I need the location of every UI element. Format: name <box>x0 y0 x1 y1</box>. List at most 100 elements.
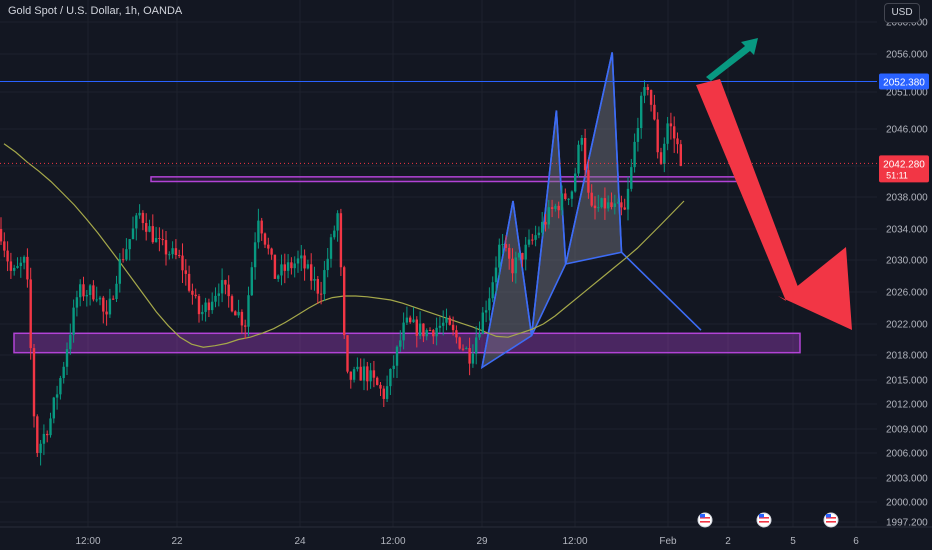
candle-body <box>458 337 461 349</box>
candle-body <box>494 267 498 283</box>
candle-body <box>570 191 574 199</box>
candle-body <box>273 254 277 279</box>
candle-body <box>369 370 372 382</box>
pattern-outline <box>481 52 702 368</box>
candle-body <box>148 226 151 232</box>
y-tick-label: 2015.000 <box>886 376 928 387</box>
bullish-arrow <box>706 38 758 81</box>
candle-body <box>531 239 534 241</box>
currency-button[interactable]: USD <box>884 3 920 23</box>
candle-body <box>501 244 504 246</box>
y-tick-label: 2060.000 <box>886 18 928 29</box>
candle-body <box>346 335 349 372</box>
candle-body <box>128 239 131 250</box>
candle-body <box>435 327 438 337</box>
candle-body <box>39 443 42 453</box>
candle-body <box>293 263 296 269</box>
candle-body <box>656 119 659 153</box>
candle-body <box>676 138 679 145</box>
candle-body <box>303 255 306 269</box>
candle-body <box>46 433 49 436</box>
candle-body <box>399 340 402 347</box>
candle-body <box>52 397 55 419</box>
candle-body <box>26 256 29 280</box>
candle-body <box>636 128 640 142</box>
candle-body <box>88 285 92 295</box>
candle-body <box>79 284 82 298</box>
candle-body <box>590 192 593 206</box>
us-flag-event-icon[interactable] <box>697 512 713 528</box>
candle-body <box>475 337 478 354</box>
candle-body <box>95 299 98 301</box>
candle-body <box>498 244 501 268</box>
candle-body <box>181 255 184 271</box>
candle-body <box>455 330 458 338</box>
candle-body <box>339 213 343 268</box>
candle-body <box>471 353 475 364</box>
x-tick-label: 12:00 <box>380 536 405 547</box>
candle-body <box>161 238 164 241</box>
y-tick-label: 2038.000 <box>886 193 928 204</box>
candle-body <box>620 202 623 208</box>
us-flag-event-icon[interactable] <box>756 512 772 528</box>
candle-body <box>313 279 316 281</box>
candle-body <box>422 323 425 337</box>
candle-body <box>187 273 191 291</box>
candle-body <box>85 294 88 297</box>
us-flag-event-icon[interactable] <box>823 512 839 528</box>
candle-body <box>3 241 6 251</box>
candle-body <box>319 293 323 295</box>
candle-body <box>395 346 399 366</box>
candle-body <box>171 248 174 255</box>
candle-body <box>42 433 46 444</box>
candle-body <box>653 104 656 120</box>
candle-body <box>448 317 451 325</box>
candle-body <box>336 213 339 231</box>
candle-body <box>13 267 16 271</box>
price-lines <box>0 81 877 164</box>
candle-body <box>194 294 197 297</box>
candle-body <box>141 212 145 224</box>
candle-body <box>557 205 560 211</box>
y-tick-label: 1997.200 <box>886 518 928 529</box>
candle-body <box>82 284 85 297</box>
candle-body <box>316 279 319 294</box>
candle-body <box>428 330 432 332</box>
candle-body <box>610 202 613 207</box>
candle-body <box>580 137 583 145</box>
candle-body <box>270 248 273 255</box>
candle-body <box>600 198 603 208</box>
candle-body <box>244 325 247 327</box>
candle-body <box>260 220 263 234</box>
candle-body <box>679 144 682 166</box>
candle-body <box>541 221 544 233</box>
candle-body <box>191 290 194 295</box>
candle-body <box>323 270 326 295</box>
candle-body <box>488 298 491 311</box>
candle-body <box>65 349 69 367</box>
y-tick-label: 2056.000 <box>886 50 928 61</box>
candle-body <box>19 262 22 267</box>
candle-body <box>663 143 666 164</box>
candle-body <box>286 262 290 271</box>
y-tick-label: 2006.000 <box>886 449 928 460</box>
zone-layer <box>13 176 801 354</box>
candle-body <box>135 215 138 229</box>
candle-body <box>597 207 600 209</box>
candle-body <box>72 307 75 335</box>
candle-body <box>583 137 587 171</box>
candle-body <box>356 366 359 370</box>
x-tick-label: 12:00 <box>75 536 100 547</box>
candle-body <box>649 90 653 105</box>
time-axis: 12:00 22 24 12:00 29 12:00 Feb 2 5 6 <box>0 526 932 547</box>
x-tick-label: 22 <box>171 536 183 547</box>
candle-body <box>138 212 141 216</box>
y-tick-label: 2026.000 <box>886 288 928 299</box>
candle-body <box>310 264 313 281</box>
candle-body <box>547 207 550 225</box>
candle-body <box>593 205 597 209</box>
candle-body <box>102 297 105 312</box>
candle-body <box>607 202 610 209</box>
candle-body <box>92 285 95 300</box>
